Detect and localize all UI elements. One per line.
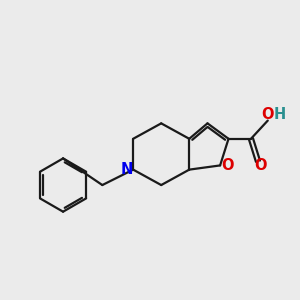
Text: O: O [221,158,233,173]
Text: H: H [273,107,286,122]
Text: O: O [254,158,266,173]
Text: N: N [121,162,133,177]
Text: O: O [262,107,274,122]
